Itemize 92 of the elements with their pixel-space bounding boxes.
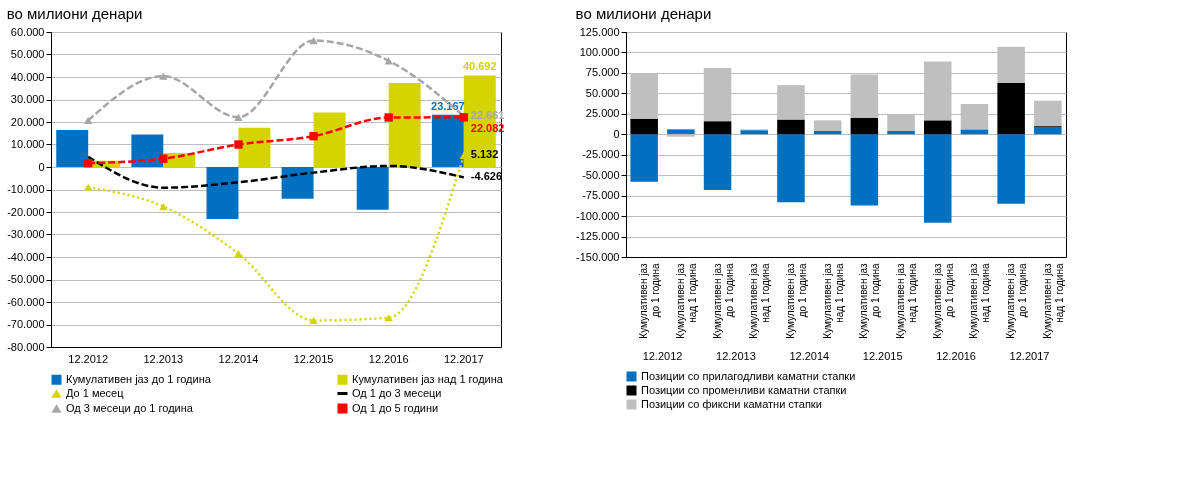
bar	[667, 129, 695, 135]
point	[309, 131, 318, 141]
bar	[997, 134, 1025, 204]
point	[234, 140, 243, 149]
y-tick-label: -125.000	[576, 230, 620, 243]
bar	[777, 119, 805, 135]
legend-label: Позиции со фиксни каматни стапки	[641, 397, 822, 410]
bar	[850, 117, 879, 135]
y-tick-label: 0	[38, 160, 45, 173]
bar	[923, 120, 952, 135]
y-tick-label: 50.000	[585, 86, 620, 99]
point	[384, 314, 393, 322]
legend-label: Од 3 месеци до 1 година	[66, 401, 194, 414]
bar	[813, 131, 842, 135]
y-tick-label: -40.000	[7, 250, 45, 263]
x-tick-label: 12.2014	[218, 352, 259, 365]
y-tick-label: -30.000	[7, 228, 45, 240]
x-tick-label: 12.2013	[143, 352, 184, 365]
point	[159, 154, 168, 163]
data-label: 23.167	[431, 99, 465, 112]
point	[234, 113, 243, 121]
y-tick-label: -60.000	[7, 295, 45, 308]
point	[84, 158, 93, 168]
bar	[131, 134, 164, 167]
y-tick-label: -150.000	[576, 250, 620, 263]
bar	[850, 134, 879, 206]
legend-label: Позиции со променливи каматни стапки	[641, 383, 847, 396]
bar	[630, 118, 658, 135]
point	[159, 202, 168, 211]
x-tick-label: 12.2016	[368, 352, 409, 365]
y-tick-label: -50.000	[7, 273, 45, 285]
y-tick-label: -25.000	[582, 148, 620, 161]
legend-label: Кумулативен јаз до 1 година	[66, 372, 212, 385]
point	[384, 113, 393, 122]
y-tick-label: 100.000	[579, 45, 620, 58]
y-tick-label: 125.000	[579, 25, 620, 38]
y-tick-label: 60.000	[10, 25, 45, 38]
y-tick-label: -80.000	[7, 340, 45, 353]
bar	[813, 120, 842, 131]
legend-label: Кумулативен јаз над 1 година	[352, 372, 504, 385]
chart-title: во милиони денари	[6, 5, 143, 22]
bar	[887, 131, 915, 135]
bar	[703, 134, 732, 190]
data-label: -4.626	[470, 170, 503, 183]
bar	[703, 121, 732, 135]
bar	[960, 129, 989, 135]
y-tick-label: -75.000	[582, 189, 620, 202]
point	[384, 57, 393, 65]
point	[234, 250, 243, 258]
y-tick-label: 50.000	[10, 48, 45, 60]
data-label: 40.692	[462, 60, 497, 73]
legend-label: Позиции со прилагодливи каматни стапки	[641, 369, 856, 382]
bar	[206, 167, 239, 219]
legend-label: Од 1 до 5 години	[352, 401, 439, 414]
x-tick-label: Кумулативен јаз до 1 година	[638, 263, 662, 339]
bar	[238, 127, 271, 167]
y-tick-label: -10.000	[7, 183, 45, 195]
bar	[923, 134, 952, 223]
point	[159, 72, 168, 80]
y-tick-label: 10.000	[10, 138, 45, 150]
y-tick-label: 30.000	[10, 93, 45, 105]
bar	[356, 167, 389, 210]
y-tick-label: -100.000	[576, 209, 620, 222]
bar	[630, 134, 658, 182]
line-series	[86, 155, 466, 189]
x-tick-label: 12.2017	[443, 352, 484, 365]
bar	[740, 130, 769, 135]
point	[84, 183, 93, 191]
legend-label: Од 1 до 3 месеци	[352, 386, 442, 399]
x-tick-label: 12.2012	[68, 352, 109, 365]
bar	[997, 82, 1025, 135]
chart-title: во милиони денари	[575, 5, 712, 22]
point	[84, 116, 93, 125]
bar	[281, 167, 314, 199]
bar	[388, 83, 421, 167]
point	[309, 36, 318, 45]
y-tick-label: 40.000	[10, 70, 45, 83]
bar	[56, 129, 89, 167]
bar	[1034, 126, 1062, 135]
y-tick-label: 25.000	[585, 107, 620, 120]
bar	[777, 134, 805, 203]
bar	[431, 114, 464, 167]
y-tick-label: -20.000	[7, 205, 45, 218]
x-tick-label: 12.2015	[293, 352, 334, 365]
point	[309, 316, 318, 325]
bar	[313, 112, 346, 167]
legend-label: До 1 месец	[66, 386, 125, 399]
y-tick-label: -50.000	[582, 168, 620, 181]
y-tick-label: 0	[613, 127, 620, 140]
y-tick-label: 75.000	[585, 66, 620, 79]
y-tick-label: -70.000	[7, 318, 45, 330]
y-tick-label: 20.000	[10, 115, 45, 128]
